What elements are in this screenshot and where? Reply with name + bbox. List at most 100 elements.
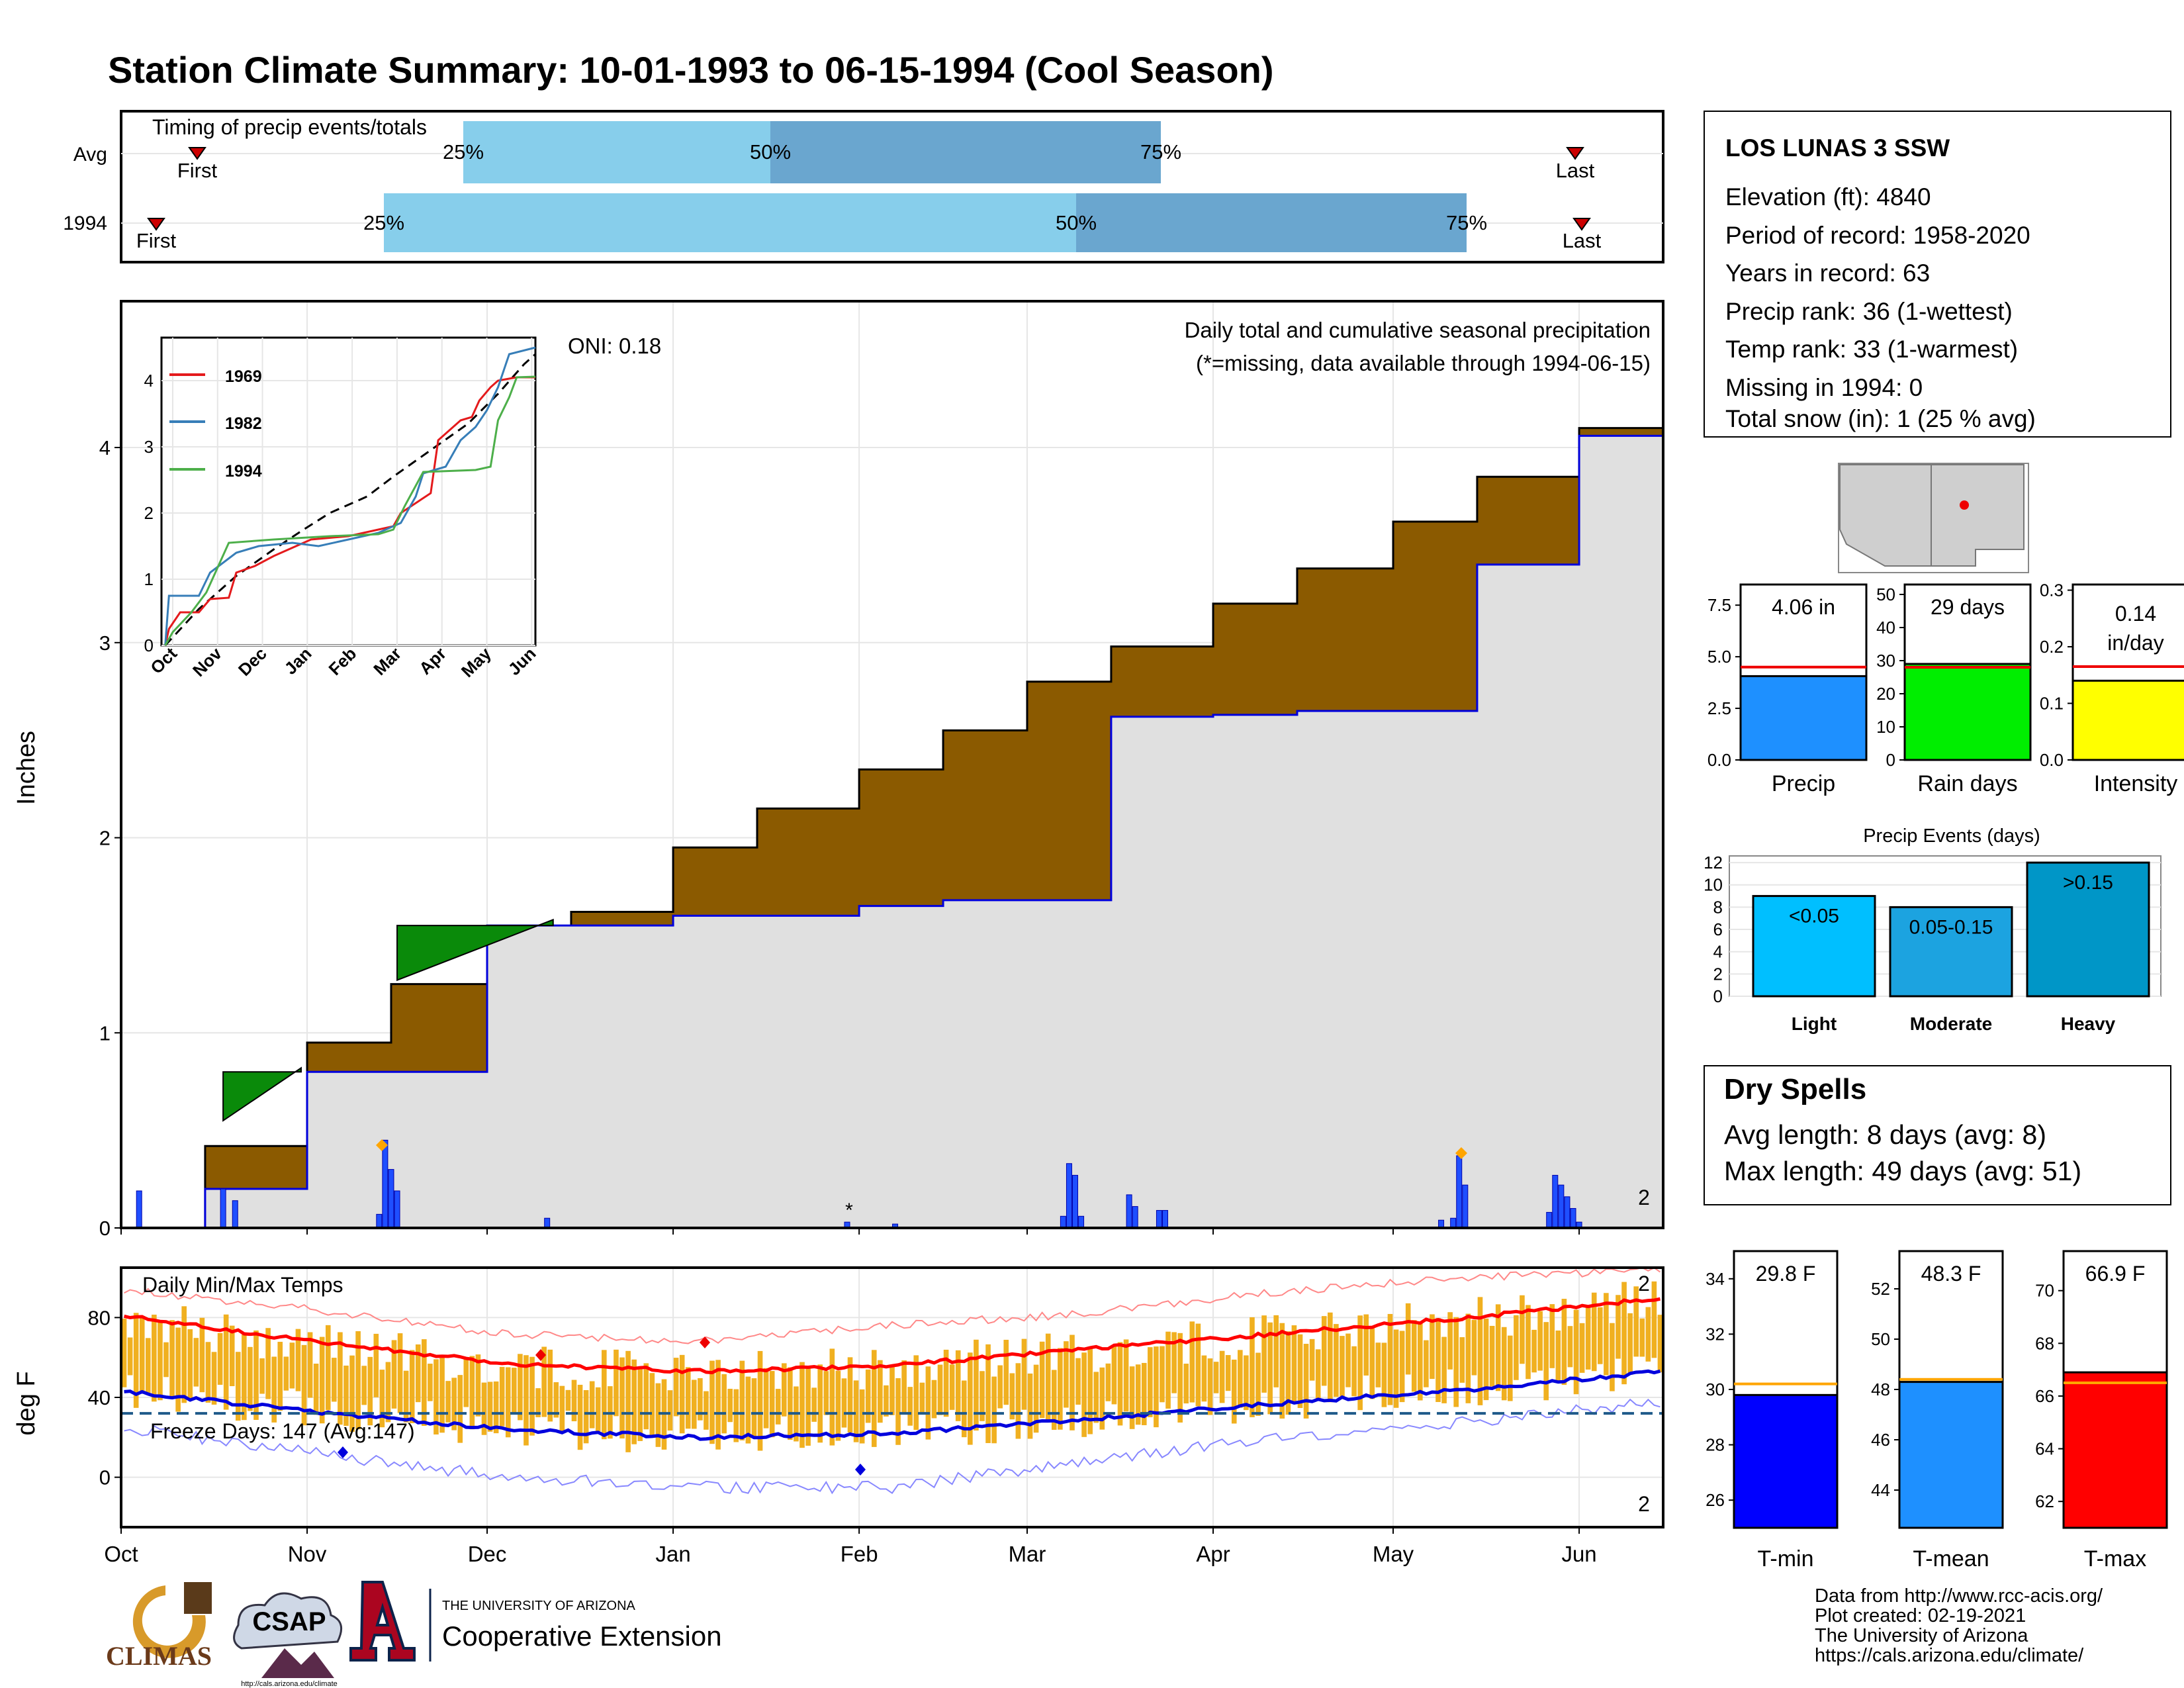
mini-value-label-0: 4.06 in (1772, 595, 1835, 619)
daily-temp-bar-256 (1657, 1315, 1663, 1373)
events-bar-light (1752, 895, 1876, 998)
daily-temp-bar-175 (1171, 1332, 1177, 1393)
daily-temp-bar-38 (349, 1355, 355, 1432)
inset-x-tick-3: Jan (281, 643, 316, 679)
daily-temp-bar-246 (1597, 1307, 1603, 1364)
daily-temp-bar-62 (493, 1381, 499, 1434)
daily-temp-bar-29 (295, 1329, 301, 1391)
daily-temp-bar-95 (692, 1380, 697, 1429)
daily-temp-bar-191 (1267, 1322, 1273, 1415)
daily-temp-bar-155 (1051, 1370, 1057, 1430)
daily-temp-bar-133 (919, 1382, 925, 1413)
daily-temp-bar-111 (788, 1367, 793, 1440)
station-missing: Missing in 1994: 0 (1725, 374, 1923, 401)
daily-temp-bar-28 (289, 1342, 295, 1389)
daily-temp-bar-103 (739, 1360, 745, 1440)
daily-temp-bar-94 (685, 1367, 691, 1429)
mini-bar-1 (1903, 663, 2032, 761)
timing-row-avg-label: Avg (73, 144, 107, 165)
daily-temp-bar-109 (775, 1389, 781, 1425)
daily-temp-bar-33 (319, 1336, 325, 1424)
mini-1-ytick-label-3: 30 (1876, 651, 1895, 671)
daily-temp-bar-132 (913, 1355, 919, 1430)
daily-temp-bar-232 (1514, 1315, 1519, 1380)
daily-temp-bar-122 (853, 1380, 859, 1442)
footer-line-1: Data from http://www.rcc-acis.org/ (1815, 1585, 2103, 1607)
daily-temp-bar-150 (1021, 1338, 1027, 1410)
daily-temp-bar-196 (1297, 1334, 1303, 1409)
temp-mini-2-ytick-label-4: 70 (2035, 1281, 2054, 1301)
daily-temp-bar-116 (817, 1364, 823, 1443)
daily-temp-bar-136 (937, 1364, 943, 1415)
station-years: Years in record: 63 (1725, 259, 1930, 287)
daily-temp-bar-230 (1501, 1327, 1507, 1401)
avg-p25-label: 25% (443, 140, 484, 164)
events-category-0: Light (1792, 1013, 1837, 1034)
daily-temp-bar-55 (451, 1378, 457, 1430)
events-ytick-3: 6 (1713, 919, 1723, 939)
daily-temp-bar-125 (871, 1350, 877, 1447)
daily-temp-bar-13 (199, 1317, 205, 1393)
daily-temp-bar-151 (1027, 1373, 1033, 1439)
climas-mesa-icon (184, 1582, 212, 1614)
daily-temp-bar-99 (715, 1360, 721, 1450)
daily-temp-bar-71 (547, 1349, 553, 1422)
daily-temp-bar-40 (361, 1366, 367, 1405)
daily-temp-bar-146 (997, 1365, 1003, 1409)
daily-temp-bar-57 (463, 1358, 469, 1407)
timing-row-1994-label: 1994 (63, 212, 107, 234)
daily-temp-bar-41 (367, 1356, 373, 1426)
inset-x-tick-6: Apr (415, 643, 450, 679)
mini-0-ytick-label-3: 7.5 (1707, 595, 1731, 615)
daily-temp-bar-101 (727, 1388, 733, 1423)
events-ytick-0: 0 (1713, 986, 1723, 1006)
temp-count-bottom: 2 (1638, 1492, 1650, 1516)
daily-temp-bar-76 (577, 1384, 583, 1450)
station-period: Period of record: 1958-2020 (1725, 222, 2030, 249)
daily-temp-bar-186 (1238, 1350, 1243, 1408)
daily-temp-bar-35 (332, 1358, 337, 1402)
daily-temp-bar-21 (248, 1346, 253, 1411)
legend-label-1969: 1969 (225, 367, 262, 386)
daily-temp-bar-108 (769, 1371, 775, 1438)
daily-temp-bar-222 (1453, 1317, 1459, 1407)
daily-temp-bar-46 (397, 1333, 403, 1413)
daily-temp-bar-36 (338, 1332, 343, 1425)
precip-y-tick-label-1: 1 (99, 1021, 111, 1045)
daily-temp-bar-123 (859, 1389, 865, 1444)
events-category-2: Heavy (2061, 1013, 2116, 1034)
daily-temp-bar-174 (1165, 1331, 1171, 1409)
daily-temp-bar-115 (811, 1387, 817, 1422)
daily-temp-bar-18 (229, 1325, 235, 1387)
daily-temp-bar-9 (175, 1327, 181, 1412)
daily-precip-bar-10 (1060, 1215, 1066, 1229)
daily-temp-bar-96 (698, 1378, 703, 1421)
mini-category-1: Rain days (1917, 771, 2017, 796)
daily-temp-bar-51 (428, 1364, 433, 1401)
daily-temp-bar-237 (1543, 1322, 1549, 1401)
dry-spells-max: Max length: 49 days (avg: 51) (1724, 1156, 2081, 1186)
daily-temp-bar-34 (325, 1325, 331, 1411)
daily-temp-bar-255 (1651, 1281, 1657, 1358)
record-low-marker-nov (338, 1446, 348, 1458)
daily-temp-bar-212 (1393, 1329, 1399, 1408)
1994-last-label: Last (1563, 229, 1602, 252)
inset-y-tick-4: 4 (144, 371, 154, 391)
new-mexico-shape (1931, 464, 2025, 567)
daily-temp-bar-254 (1645, 1307, 1651, 1362)
inset-line-1969 (164, 376, 535, 646)
events-bar-label-1: 0.05-0.15 (1909, 916, 1993, 938)
temp-mini-value-label-0: 29.8 F (1756, 1262, 1816, 1286)
daily-temp-bar-131 (907, 1387, 913, 1426)
csap-logo-text: CSAP (252, 1607, 326, 1636)
mini-0-ytick-label-1: 2.5 (1707, 698, 1731, 718)
climas-logo-text: CLIMAS (106, 1641, 212, 1671)
daily-temp-bar-72 (553, 1382, 559, 1418)
daily-temp-bar-48 (409, 1350, 415, 1423)
daily-temp-bar-223 (1459, 1337, 1465, 1383)
location-map (1838, 463, 2029, 573)
events-bar-moderate (1889, 906, 2013, 998)
precip-y-tick-label-0: 0 (99, 1217, 111, 1240)
daily-temp-bar-10 (181, 1306, 187, 1403)
